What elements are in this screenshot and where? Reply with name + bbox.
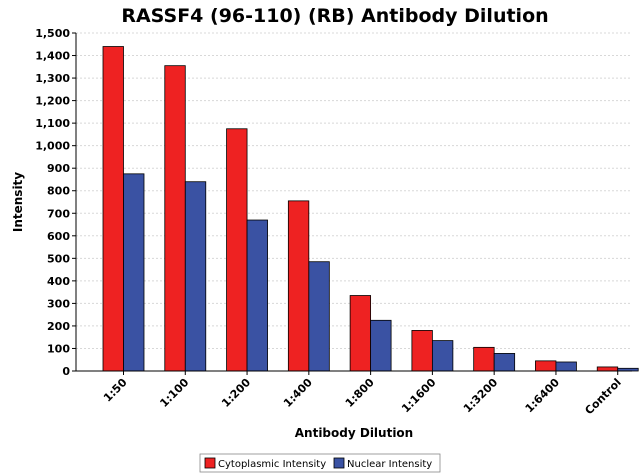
x-tick-label: 1:400 xyxy=(281,376,315,410)
bar-nuclear xyxy=(246,219,268,372)
bar-nuclear xyxy=(308,261,330,372)
legend-label: Cytoplasmic Intensity xyxy=(218,459,326,470)
bar-cytoplasmic xyxy=(473,346,495,372)
x-axis-ticks: 1:50 1:100 1:200 1:400 1:800 1:1600 1:3200 1:64… xyxy=(101,371,624,417)
y-tick-label: 1,300 xyxy=(35,72,70,85)
y-tick-label: 1,000 xyxy=(35,140,70,153)
x-tick-label: 1:50 xyxy=(101,376,130,405)
x-tick-label: 1:6400 xyxy=(523,376,563,416)
y-tick-label: 200 xyxy=(47,320,70,333)
legend-label: Nuclear Intensity xyxy=(347,459,432,470)
y-tick-label: 400 xyxy=(47,275,70,288)
bar-cytoplasmic xyxy=(226,128,248,372)
y-tick-label: 700 xyxy=(47,207,70,220)
bar-nuclear xyxy=(184,181,207,372)
bar-cytoplasmic xyxy=(535,360,557,372)
bar-cytoplasmic xyxy=(102,46,124,372)
y-tick-label: 100 xyxy=(47,342,70,355)
x-tick-label: 1:200 xyxy=(219,376,253,410)
legend-swatch xyxy=(333,457,345,469)
bar-nuclear xyxy=(493,353,516,372)
bar-nuclear xyxy=(431,340,454,372)
y-tick-label: 600 xyxy=(47,230,70,243)
y-tick-label: 800 xyxy=(47,185,70,198)
chart-title: RASSF4 (96-110) (RB) Antibody Dilution xyxy=(121,5,548,27)
bars xyxy=(102,46,639,372)
bar-cytoplasmic xyxy=(287,200,310,372)
y-tick-label: 1,200 xyxy=(35,95,70,108)
y-tick-label: 1,400 xyxy=(35,50,70,63)
y-tick-label: 500 xyxy=(47,252,70,265)
bar-cytoplasmic xyxy=(411,330,433,372)
bar-cytoplasmic xyxy=(596,366,619,372)
x-tick-label: 1:1600 xyxy=(399,376,439,416)
x-tick-label: 1:800 xyxy=(343,376,377,410)
x-axis-label: Antibody Dilution xyxy=(295,426,413,440)
bar-nuclear xyxy=(123,173,145,372)
legend-box xyxy=(199,453,441,473)
y-tick-label: 1,100 xyxy=(35,117,70,130)
y-tick-label: 0 xyxy=(62,365,70,378)
y-tick-label: 900 xyxy=(47,162,70,175)
bar-cytoplasmic xyxy=(164,65,186,372)
y-axis-ticks: 0 100 200 300 400 500 600 700 800 900 1,000 1,100 1,… xyxy=(35,27,76,378)
x-tick-label: 1:3200 xyxy=(461,376,501,416)
bar-cytoplasmic xyxy=(349,295,372,372)
y-tick-label: 300 xyxy=(47,297,70,310)
x-tick-label: Control xyxy=(582,376,623,417)
bar-nuclear xyxy=(370,319,392,372)
y-tick-label: 1,500 xyxy=(35,27,70,40)
legend-swatch xyxy=(204,457,216,469)
legend: Cytoplasmic Intensity Nuclear Intensity xyxy=(199,453,441,473)
bar-nuclear xyxy=(555,361,577,372)
x-tick-label: 1:100 xyxy=(157,376,191,410)
y-axis-label: Intensity xyxy=(11,172,25,232)
